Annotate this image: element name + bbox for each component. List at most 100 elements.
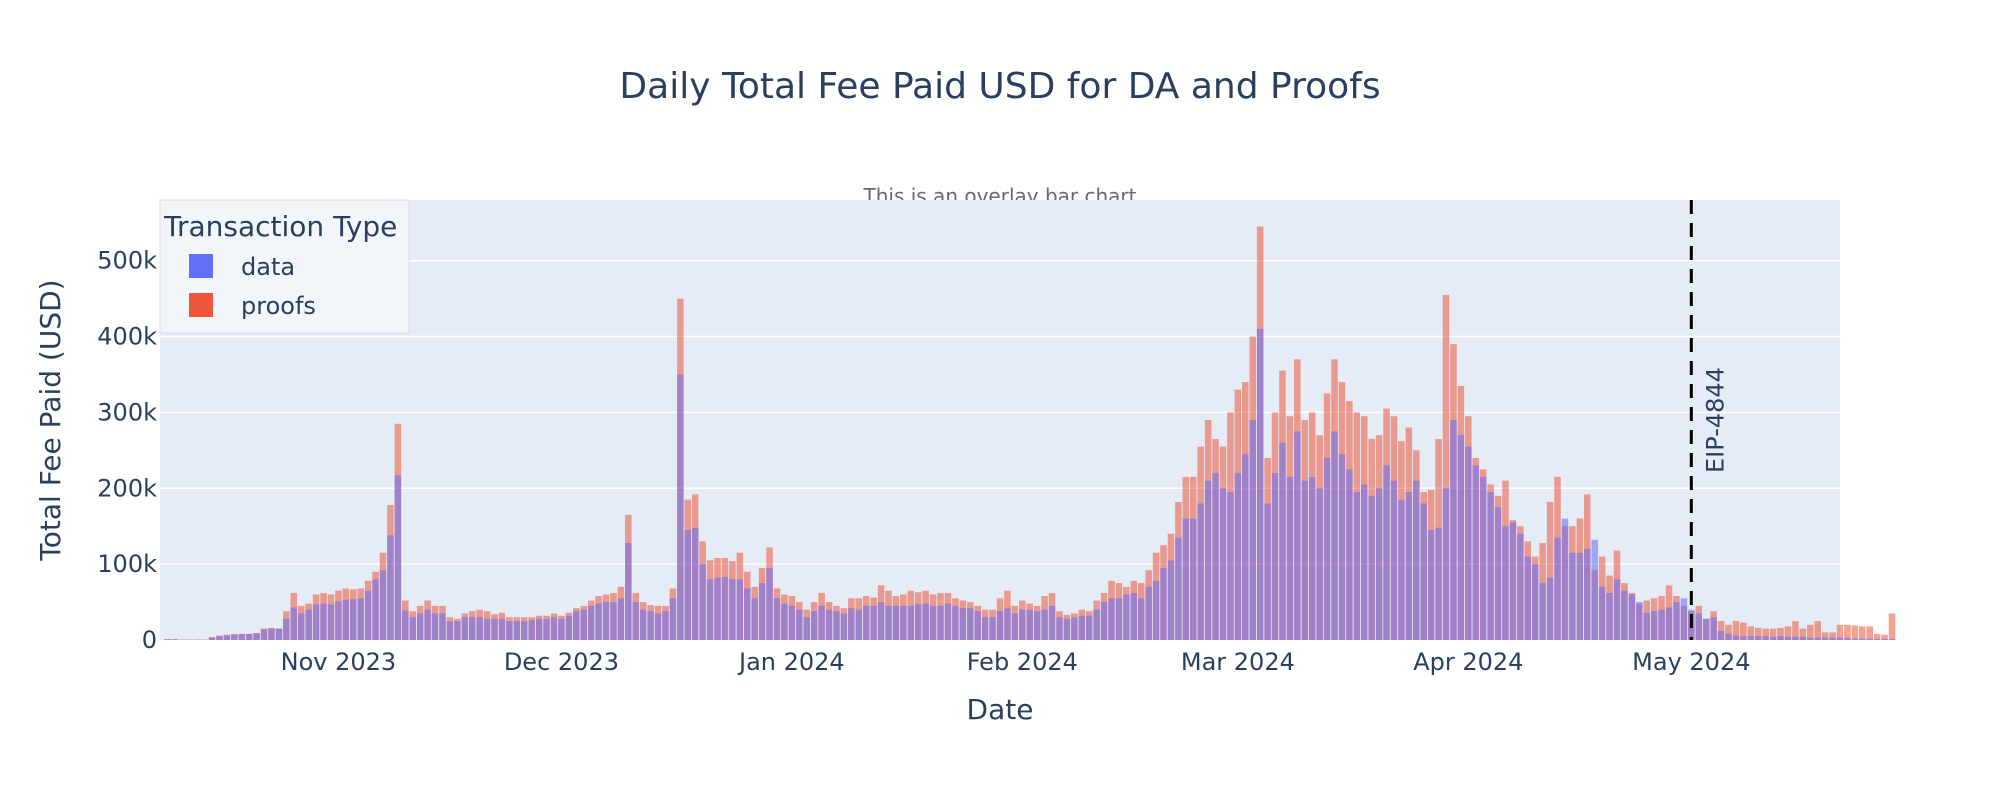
bar-data[interactable]	[1360, 484, 1368, 640]
legend[interactable]: Transaction Type data proofs	[159, 199, 410, 334]
bar-data[interactable]	[862, 605, 870, 640]
bar-data[interactable]	[892, 605, 900, 640]
bar-data[interactable]	[1524, 556, 1532, 640]
bar-data[interactable]	[1227, 492, 1234, 640]
bar-data[interactable]	[1093, 609, 1100, 640]
bar-data[interactable]	[1167, 560, 1175, 640]
bar-data[interactable]	[1033, 611, 1041, 640]
bar-data[interactable]	[1725, 633, 1732, 640]
bar-proofs[interactable]	[1881, 634, 1888, 640]
bar-data[interactable]	[647, 611, 654, 640]
bar-data[interactable]	[922, 603, 929, 640]
bar-data[interactable]	[1643, 612, 1650, 640]
bar-data[interactable]	[1754, 636, 1762, 640]
bar-data[interactable]	[1628, 594, 1636, 640]
bar-data[interactable]	[1405, 492, 1413, 640]
bar-data[interactable]	[1063, 618, 1071, 640]
bar-proofs[interactable]	[1769, 628, 1777, 640]
bar-data[interactable]	[1836, 637, 1844, 640]
bar-proofs[interactable]	[1740, 622, 1747, 640]
bar-data[interactable]	[1152, 580, 1160, 640]
bar-data[interactable]	[736, 579, 744, 640]
bar-data[interactable]	[1606, 592, 1613, 640]
bar-data[interactable]	[1517, 533, 1524, 640]
bar-data[interactable]	[1465, 446, 1472, 640]
bar-data[interactable]	[1502, 526, 1509, 640]
bar-data[interactable]	[305, 609, 312, 640]
bar-data[interactable]	[1130, 592, 1138, 640]
bar-proofs[interactable]	[1754, 627, 1762, 640]
bar-data[interactable]	[1873, 638, 1881, 640]
bar-data[interactable]	[877, 602, 885, 640]
bar-data[interactable]	[1019, 609, 1026, 640]
bar-proofs[interactable]	[1725, 624, 1732, 640]
bar-data[interactable]	[387, 535, 394, 640]
bar-data[interactable]	[1420, 503, 1427, 640]
bar-data[interactable]	[929, 605, 937, 640]
bar-data[interactable]	[1160, 567, 1167, 640]
bar-data[interactable]	[446, 621, 454, 640]
bar-proofs[interactable]	[1836, 624, 1844, 640]
bar-data[interactable]	[974, 611, 981, 640]
bar-data[interactable]	[1829, 637, 1836, 640]
bar-proofs[interactable]	[1777, 627, 1784, 640]
bar-data[interactable]	[818, 605, 825, 640]
bar-data[interactable]	[1583, 548, 1591, 640]
bar-proofs[interactable]	[1546, 501, 1554, 640]
bar-data[interactable]	[959, 608, 967, 640]
bar-data[interactable]	[498, 618, 506, 640]
bar-data[interactable]	[1286, 476, 1294, 640]
bar-data[interactable]	[1271, 473, 1279, 640]
bar-data[interactable]	[216, 636, 223, 640]
bar-data[interactable]	[253, 633, 260, 640]
bar-data[interactable]	[1472, 465, 1480, 640]
bar-data[interactable]	[595, 603, 602, 640]
bar-proofs[interactable]	[1799, 628, 1807, 640]
bar-data[interactable]	[550, 617, 558, 640]
bar-proofs[interactable]	[1792, 621, 1799, 640]
bar-proofs[interactable]	[1821, 632, 1829, 640]
bar-data[interactable]	[1613, 579, 1621, 640]
bar-data[interactable]	[1346, 469, 1353, 640]
bar-data[interactable]	[491, 618, 498, 640]
bar-data[interactable]	[342, 599, 350, 640]
bar-data[interactable]	[587, 605, 595, 640]
bar-data[interactable]	[1702, 618, 1710, 640]
bar-data[interactable]	[729, 579, 736, 640]
bar-proofs[interactable]	[1806, 624, 1814, 640]
bar-data[interactable]	[677, 374, 684, 640]
bar-data[interactable]	[632, 602, 640, 640]
bar-data[interactable]	[669, 598, 677, 640]
bar-data[interactable]	[1457, 435, 1465, 640]
bar-data[interactable]	[1494, 507, 1502, 640]
bar-data[interactable]	[602, 602, 610, 640]
bar-data[interactable]	[1479, 476, 1487, 640]
bar-data[interactable]	[245, 633, 253, 640]
bar-data[interactable]	[1784, 636, 1792, 640]
bar-data[interactable]	[1821, 637, 1829, 640]
bar-data[interactable]	[1710, 617, 1717, 640]
bar-data[interactable]	[1442, 488, 1450, 640]
bar-data[interactable]	[758, 583, 766, 640]
bar-data[interactable]	[1487, 492, 1494, 640]
bar-data[interactable]	[283, 618, 290, 640]
bar-data[interactable]	[350, 599, 357, 640]
bar-data[interactable]	[848, 608, 855, 640]
bar-data[interactable]	[1212, 473, 1219, 640]
bar-data[interactable]	[1353, 492, 1361, 640]
bar-data[interactable]	[402, 610, 409, 640]
bar-data[interactable]	[1427, 530, 1435, 640]
bar-data[interactable]	[431, 613, 439, 640]
bar-data[interactable]	[1011, 613, 1019, 640]
bar-data[interactable]	[1859, 638, 1866, 640]
bar-data[interactable]	[1866, 638, 1873, 640]
bar-proofs[interactable]	[1844, 624, 1851, 640]
bar-data[interactable]	[1026, 609, 1033, 640]
bar-data[interactable]	[1792, 636, 1799, 640]
bar-data[interactable]	[825, 609, 833, 640]
bar-data[interactable]	[1747, 636, 1755, 640]
bar-data[interactable]	[223, 635, 231, 640]
bar-data[interactable]	[268, 628, 275, 640]
bar-data[interactable]	[439, 613, 446, 640]
bar-data[interactable]	[907, 605, 915, 640]
